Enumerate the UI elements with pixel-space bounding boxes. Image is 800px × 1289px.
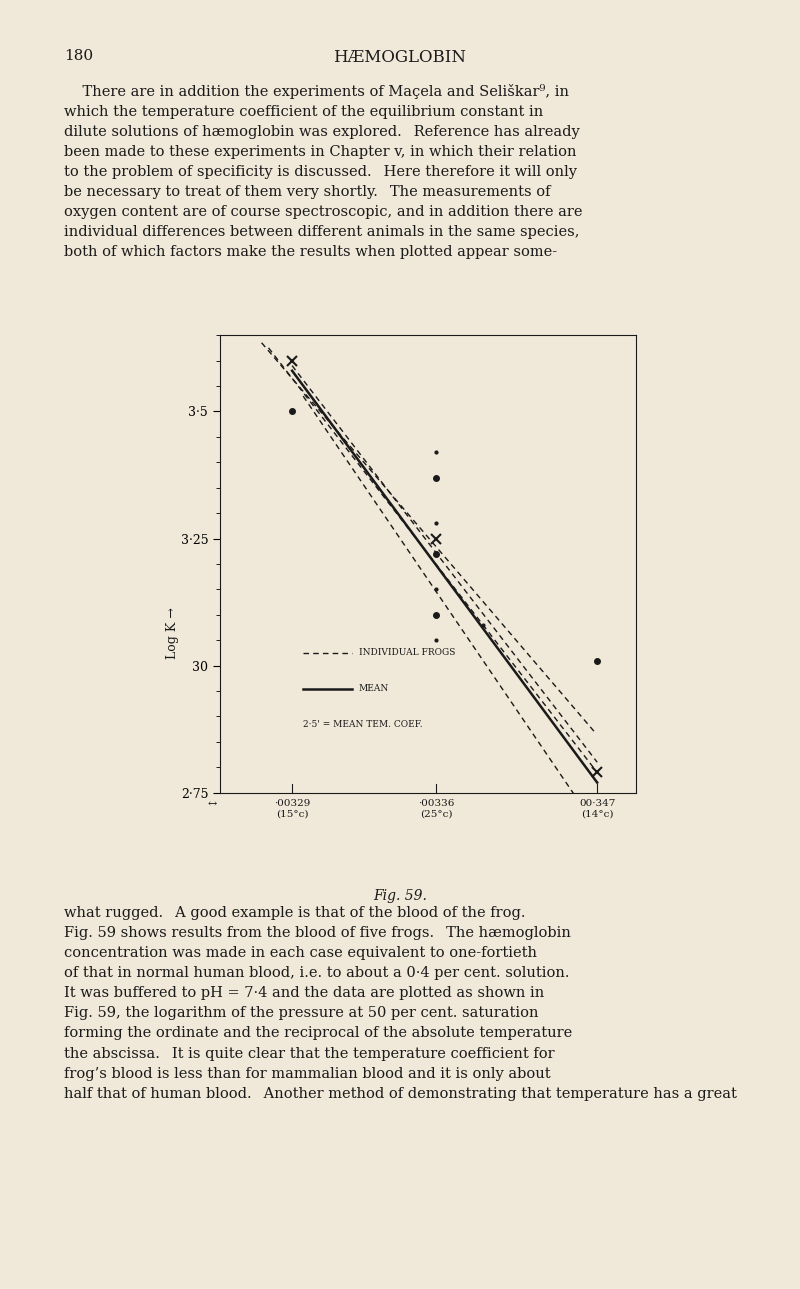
Text: Log K →: Log K → [166,607,178,659]
Text: 180: 180 [64,49,93,63]
Text: what rugged.  A good example is that of the blood of the frog.
Fig. 59 shows res: what rugged. A good example is that of t… [64,906,737,1101]
Text: 2·5' = MEAN TEM. COEF.: 2·5' = MEAN TEM. COEF. [303,719,423,728]
Text: INDIVIDUAL FROGS: INDIVIDUAL FROGS [358,648,455,657]
Text: 00·347
(14°c): 00·347 (14°c) [579,799,615,819]
Text: ·00329
(15°c): ·00329 (15°c) [274,799,310,819]
Text: ↔: ↔ [207,799,217,809]
Text: HÆMOGLOBIN: HÆMOGLOBIN [334,49,466,66]
Text: Fig. 59.: Fig. 59. [373,889,427,904]
Text: There are in addition the experiments of Maçela and Seliškar⁹, in
which the temp: There are in addition the experiments of… [64,84,582,259]
Text: ·00336
(25°c): ·00336 (25°c) [418,799,454,819]
Text: MEAN: MEAN [358,684,389,693]
